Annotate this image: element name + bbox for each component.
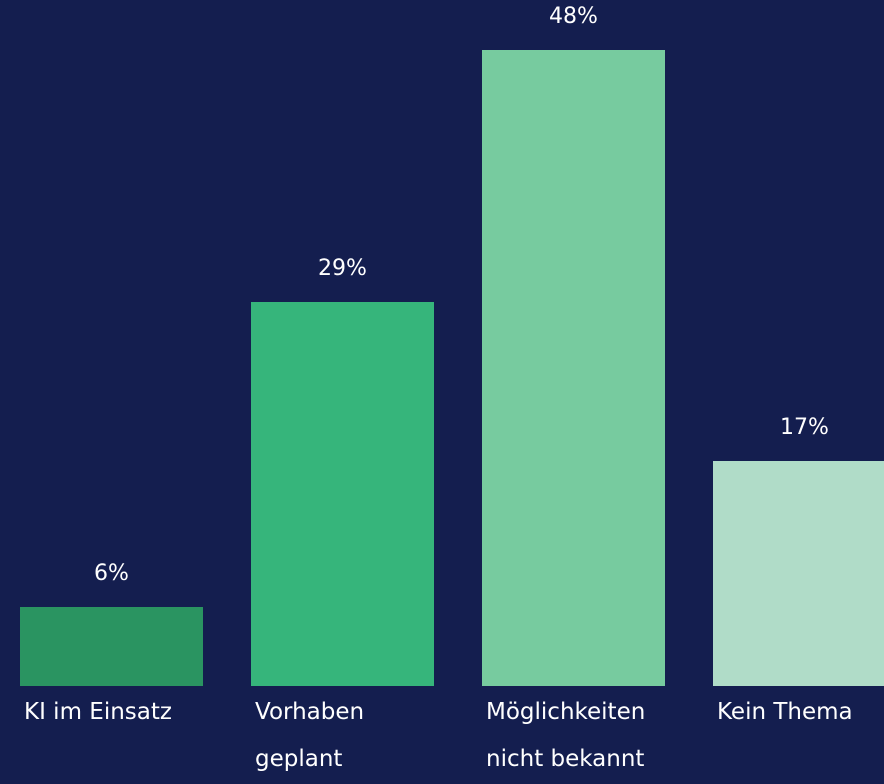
bar [20, 606, 203, 686]
category-label: KI im Einsatz [24, 699, 172, 725]
value-label: 29% [318, 255, 367, 281]
value-label: 48% [549, 4, 598, 29]
bar [713, 460, 884, 686]
bar [482, 50, 665, 686]
value-label: 17% [780, 414, 829, 440]
value-label: 6% [94, 560, 129, 586]
category-label: Kein Thema [717, 699, 853, 725]
bar [251, 301, 434, 686]
category-label: Vorhaben geplant [255, 699, 365, 772]
category-label: Möglichkeiten nicht bekannt [486, 699, 646, 772]
